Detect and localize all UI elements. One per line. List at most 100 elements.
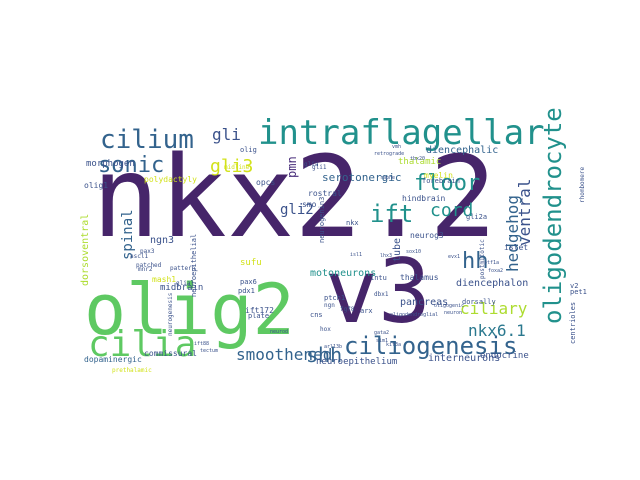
word-serotonergic: serotonergic — [322, 171, 401, 184]
word-ptch1: ptch1 — [324, 294, 345, 302]
word-isl1: isl1 — [350, 252, 362, 258]
word-cilia: cilia — [88, 324, 196, 365]
word-midline: midline — [224, 164, 250, 171]
word-gli: gli — [212, 125, 241, 144]
word-hedgehog: hedgehog — [503, 195, 522, 272]
word-pattern: pattern — [170, 265, 196, 272]
word-gli2: gli2 — [280, 202, 314, 218]
word-rhombomere: rhombomere — [579, 166, 586, 203]
word-ciliogenesis: ciliogenesis — [344, 332, 517, 360]
word-polydactyly: polydactyly — [144, 175, 197, 184]
word-neurod: neurod — [270, 329, 288, 335]
word-olig1: olig1 — [84, 181, 108, 190]
word-gata2: gata2 — [374, 330, 389, 336]
word-hh: hh — [462, 249, 489, 274]
word-ift: ift — [370, 200, 413, 228]
word-vmh: vmh — [392, 144, 401, 150]
word-sonic: sonic — [98, 153, 164, 178]
word-glia: glia — [304, 161, 319, 168]
word-glial: glial — [176, 280, 194, 287]
word-mash1: mash1 — [152, 275, 176, 284]
word-arx: arx — [360, 307, 373, 315]
word-cord: cord — [430, 200, 473, 221]
word-shh: shh — [306, 343, 342, 367]
word-neuroepithelium: neuroepithelium — [316, 357, 397, 367]
word-tube: tube — [392, 238, 403, 262]
word-plate: plate — [248, 312, 269, 320]
word-kif3a: kif3a — [386, 342, 401, 348]
word-centrioles: centrioles — [569, 302, 577, 344]
word-foxa2: foxa2 — [488, 268, 503, 274]
word-neuroepithelial: neuroepithelial — [190, 234, 198, 297]
word-spinal: spinal — [120, 209, 136, 260]
word-islet: islet — [504, 243, 528, 252]
word-neuron: neuron — [444, 310, 462, 316]
word-oligodendrocyte: oligodendrocyte — [539, 107, 567, 324]
word-neurog3: neurog3 — [410, 231, 444, 240]
word-cilium: cilium — [100, 125, 194, 155]
word-diencephalic: diencephalic — [426, 145, 498, 156]
word-diencephalon: diencephalon — [456, 278, 528, 289]
word-morphogen: morphogen — [86, 159, 135, 169]
word-v2: v2 — [570, 282, 578, 290]
word-raphe: raphe — [380, 175, 395, 181]
word-smo: smo — [302, 200, 317, 209]
word-hox: hox — [320, 326, 331, 333]
word-sim1: sim1 — [376, 338, 388, 344]
word-floor: floor — [414, 171, 480, 196]
word-dbx1: dbx1 — [374, 291, 389, 298]
word-rostral: rostral — [308, 189, 342, 198]
word-forebrain: forebrain — [422, 177, 460, 185]
word-dorsoventral: dorsoventral — [80, 214, 91, 286]
word-evx1: evx1 — [448, 254, 460, 260]
word-pmn: pmn — [285, 156, 299, 178]
word-dorsally: dorsally — [462, 298, 496, 306]
word-ngn: ngn — [324, 302, 335, 309]
word-sox10: sox10 — [406, 249, 421, 255]
word-ventral: ventral — [515, 179, 534, 246]
word-retrograde: retrograde — [374, 151, 404, 157]
word-cns: cns — [310, 311, 323, 319]
word-sufu: sufu — [240, 258, 262, 268]
word-interneurons: interneurons — [428, 353, 500, 364]
word-hindbrain: hindbrain — [402, 194, 446, 203]
word-nkx6-1: nkx6.1 — [468, 321, 526, 340]
word-opcs: opcs — [256, 178, 275, 187]
word-v3: v3 — [325, 240, 431, 343]
word-pax3: pax3 — [140, 248, 155, 255]
word-pax6: pax6 — [240, 278, 257, 286]
word-neurogenesis: neurogenesis — [167, 292, 174, 336]
word-motoneurons: motoneurons — [310, 268, 376, 279]
word-nkx2-2: nkx2.2 — [92, 133, 497, 263]
word-postmitotic: postmitotic — [479, 239, 486, 279]
word-tbx20: tbx20 — [410, 156, 425, 162]
word-thalamus: thalamus — [400, 273, 439, 282]
word-oligogenic: oligogenic — [434, 303, 464, 309]
word-oligodendroglial: oligodendroglial — [390, 312, 438, 318]
word-tectum: tectum — [200, 348, 218, 354]
word-olig: olig — [240, 146, 257, 154]
word-pet1: pet1 — [570, 288, 587, 296]
word-mnr2: mnr2 — [138, 266, 153, 273]
word-pdx1: pdx1 — [238, 287, 255, 295]
word-ciliary: ciliary — [460, 299, 528, 318]
word-commissural: commissural — [144, 349, 197, 358]
word-midbrain: midbrain — [160, 283, 203, 293]
word-myelin: myelin — [424, 171, 453, 180]
word-gli2a: gli2a — [466, 213, 487, 221]
word-gli3: gli3 — [210, 156, 253, 177]
word-olig2: olig2 — [84, 269, 295, 351]
word-thalamic: thalamic — [398, 157, 441, 167]
word-ift88: ift88 — [194, 341, 209, 347]
word-pancreas: pancreas — [400, 297, 448, 308]
word-ift172: ift172 — [245, 306, 274, 315]
word-lhx3: lhx3 — [380, 253, 392, 259]
word-ngn3: ngn3 — [150, 235, 174, 246]
word-fgf8: fgf8 — [340, 306, 355, 313]
word-prethalamic: prethalamic — [112, 367, 152, 374]
word-patched: patched — [136, 262, 162, 269]
word-nkx: nkx — [346, 219, 359, 227]
word-endocrine: endocrine — [480, 351, 529, 361]
word-arl13b: arl13b — [324, 344, 342, 350]
